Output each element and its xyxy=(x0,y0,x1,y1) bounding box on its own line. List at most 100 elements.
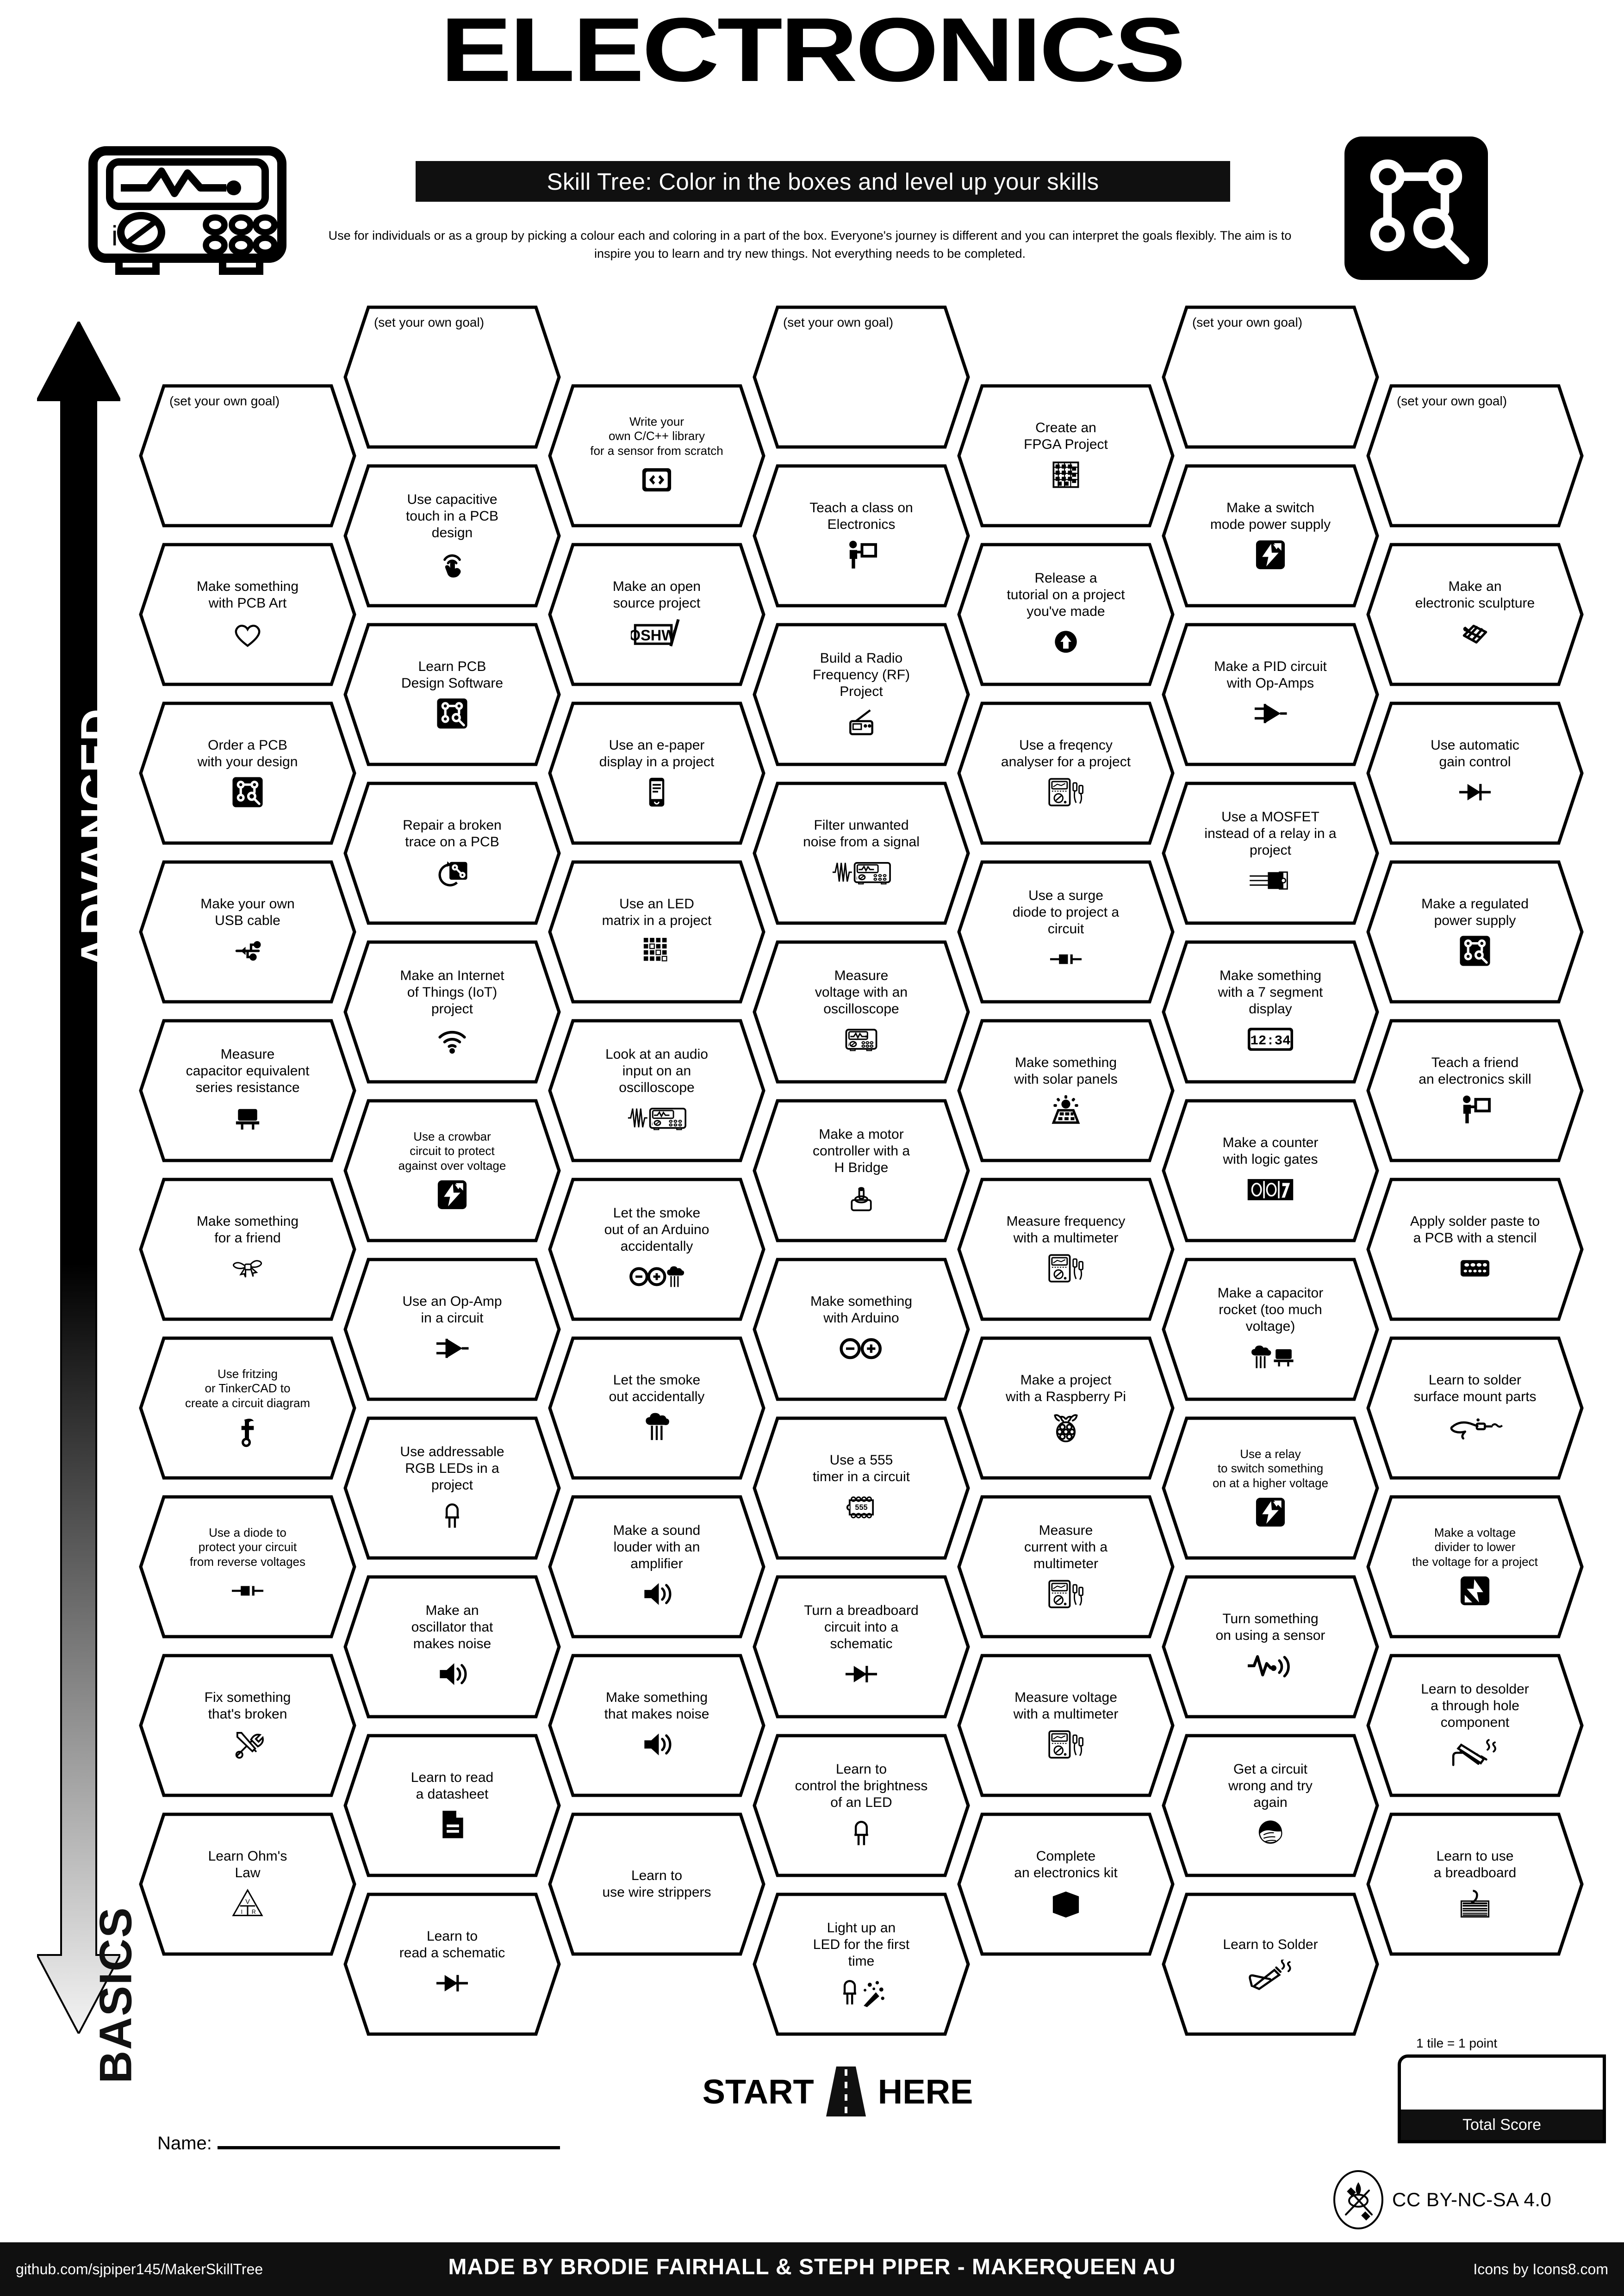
skill-tile[interactable]: Learn to use a breadboard xyxy=(1366,1812,1584,1956)
skill-tile[interactable]: Make something that makes noise xyxy=(548,1654,765,1797)
led-icon xyxy=(435,1498,469,1533)
skill-tile[interactable]: (set your own goal) xyxy=(1162,305,1379,449)
skill-tile[interactable]: Fix something that's broken xyxy=(139,1654,356,1797)
skill-tile[interactable]: Use a crowbar circuit to protect against o… xyxy=(343,1099,561,1242)
skill-tile[interactable]: Let the smoke out accidentally xyxy=(548,1336,765,1480)
skill-tile[interactable]: Write your own C/C++ library for a sensor … xyxy=(548,384,765,527)
skill-tile-label: Release a tutorial on a project you've mad… xyxy=(1007,571,1125,619)
skill-tile[interactable]: Use a surge diode to project a circuit xyxy=(957,860,1175,1004)
skill-tile[interactable]: Make something with solar panels xyxy=(957,1019,1175,1162)
skill-tile[interactable]: Make a counter with logic gates xyxy=(1162,1099,1379,1242)
skill-tile[interactable]: Make an electronic sculpture xyxy=(1366,543,1584,686)
skill-tile[interactable]: Make a sound louder with an amplifier xyxy=(548,1495,765,1638)
skill-tile[interactable]: Look at an audio input on an oscilloscope i xyxy=(548,1019,765,1162)
skill-tile[interactable]: Make a voltage divider to lower the voltag… xyxy=(1366,1495,1584,1638)
score-note: 1 tile = 1 point xyxy=(1416,2036,1498,2050)
start-label: START xyxy=(702,2072,814,2111)
total-score-box[interactable]: Total Score xyxy=(1398,2054,1606,2143)
maker-badge-icon xyxy=(1333,2170,1384,2229)
skill-tile[interactable]: Learn to solder surface mount parts xyxy=(1366,1336,1584,1480)
skill-tile-label: Let the smoke out of an Arduino accidental… xyxy=(604,1205,709,1254)
skill-tile[interactable]: Make a regulated power supply xyxy=(1366,860,1584,1004)
skill-tile[interactable]: Teach a class on Electronics xyxy=(753,464,970,608)
usb-icon xyxy=(230,934,265,968)
skill-tile[interactable]: Learn Ohm's Law V I R xyxy=(139,1812,356,1956)
skill-tile[interactable]: Light up an LED for the first time xyxy=(753,1893,970,2036)
skill-tile[interactable]: Turn a breadboard circuit into a schematic xyxy=(753,1575,970,1719)
skill-tile[interactable]: (set your own goal) xyxy=(343,305,561,449)
skill-tile[interactable]: Build a Radio Frequency (RF) Project xyxy=(753,623,970,766)
skill-tile[interactable]: Measure frequency with a multimeter xyxy=(957,1178,1175,1321)
skill-tile[interactable]: Use a freqency analyser for a project xyxy=(957,701,1175,845)
skill-tile[interactable]: Use a diode to protect your circuit from r… xyxy=(139,1495,356,1638)
skill-tile[interactable]: Make something for a friend xyxy=(139,1178,356,1321)
skill-tile[interactable]: Filter unwanted noise from a signal i xyxy=(753,782,970,925)
skill-tile[interactable]: Make an open source project OSHW xyxy=(548,543,765,686)
skill-tile[interactable]: Make something with a 7 segment display 12:… xyxy=(1162,940,1379,1084)
skill-tile[interactable]: Learn to Solder xyxy=(1162,1893,1379,2036)
skill-tile[interactable]: Use automatic gain control xyxy=(1366,701,1584,845)
skill-tile[interactable]: Make a switch mode power supply xyxy=(1162,464,1379,608)
repair-trace-icon xyxy=(435,855,469,889)
skill-tile[interactable]: Make your own USB cable xyxy=(139,860,356,1004)
skill-tile[interactable]: Teach a friend an electronics skill xyxy=(1366,1019,1584,1162)
skill-tile[interactable]: Use a MOSFET instead of a relay in a proje… xyxy=(1162,782,1379,925)
skill-tile[interactable]: Use an e-paper display in a project xyxy=(548,701,765,845)
skill-tile[interactable]: Make something with PCB Art xyxy=(139,543,356,686)
skill-tile[interactable]: Apply solder paste to a PCB with a stenci… xyxy=(1366,1178,1584,1321)
breadboard-icon xyxy=(1458,1886,1492,1920)
name-input-line[interactable] xyxy=(217,2146,560,2149)
skill-tile[interactable]: Turn something on using a sensor xyxy=(1162,1575,1379,1719)
skill-tile[interactable]: Release a tutorial on a project you've mad… xyxy=(957,543,1175,686)
skill-tile[interactable]: Use an LED matrix in a project xyxy=(548,860,765,1004)
skill-tile[interactable]: Make an Internet of Things (IoT) project xyxy=(343,940,561,1084)
skill-tile[interactable]: Learn PCB Design Software xyxy=(343,623,561,766)
skill-tile[interactable]: Learn to desolder a through hole component xyxy=(1366,1654,1584,1797)
skill-tile[interactable]: Create an FPGA Project xyxy=(957,384,1175,527)
skill-tile[interactable]: Use fritzing or TinkerCAD to create a circ… xyxy=(139,1336,356,1480)
name-field-row[interactable]: Name: xyxy=(157,2133,560,2154)
skill-tile-label: (set your own goal) xyxy=(1396,394,1507,408)
ic555-icon: 555 xyxy=(844,1490,878,1524)
skill-tile[interactable]: Measure capacitor equivalent series resist… xyxy=(139,1019,356,1162)
skill-tile-label: Make a sound louder with an amplifier xyxy=(613,1523,701,1571)
skill-tile[interactable]: Make something with Arduino xyxy=(753,1258,970,1401)
skill-tile[interactable]: (set your own goal) xyxy=(753,305,970,449)
skill-tile[interactable]: Use an Op-Amp in a circuit xyxy=(343,1258,561,1401)
skill-tile[interactable]: Learn to use wire strippers xyxy=(548,1812,765,1956)
skill-tile[interactable]: Learn to control the brightness of an LED xyxy=(753,1734,970,1877)
skill-tile[interactable]: Complete an electronics kit xyxy=(957,1812,1175,1956)
skill-tile[interactable]: Make a project with a Raspberry Pi xyxy=(957,1336,1175,1480)
skill-tile-label: Make an electronic sculpture xyxy=(1415,579,1535,611)
skill-tile[interactable]: Use a 555 timer in a circuit 555 xyxy=(753,1416,970,1560)
skill-tile[interactable]: (set your own goal) xyxy=(1366,384,1584,527)
skill-tile[interactable]: Make a PID circuit with Op-Amps xyxy=(1162,623,1379,766)
skill-tile[interactable]: Learn to read a schematic xyxy=(343,1893,561,2036)
skill-tile-label: Make an oscillator that makes noise xyxy=(411,1603,493,1651)
skill-tile[interactable]: Measure current with a multimeter xyxy=(957,1495,1175,1638)
oscilloscope-logo-icon: i xyxy=(86,143,289,285)
skill-tile[interactable]: Make an oscillator that makes noise xyxy=(343,1575,561,1719)
skill-tile[interactable]: (set your own goal) xyxy=(139,384,356,527)
skill-tile[interactable]: Get a circuit wrong and try again xyxy=(1162,1734,1379,1877)
skill-tile[interactable]: Use a relay to switch something on at a hi… xyxy=(1162,1416,1379,1560)
skill-tile-label: Make your own USB cable xyxy=(200,896,295,928)
skill-tile-label: Use addressable RGB LEDs in a project xyxy=(400,1444,504,1493)
skill-tile[interactable]: Make a capacitor rocket (too much voltage) xyxy=(1162,1258,1379,1401)
skill-tile[interactable]: Use capacitive touch in a PCB design xyxy=(343,464,561,608)
skill-tile[interactable]: Order a PCB with your design xyxy=(139,701,356,845)
skill-tile-label: Measure current with a multimeter xyxy=(1024,1523,1108,1571)
skill-tile[interactable]: Repair a broken trace on a PCB xyxy=(343,782,561,925)
skill-tile[interactable]: Measure voltage with a multimeter xyxy=(957,1654,1175,1797)
skill-tile[interactable]: Learn to read a datasheet xyxy=(343,1734,561,1877)
pcb-icon xyxy=(1458,934,1492,968)
footer-github-link[interactable]: github.com/sjpiper145/MakerSkillTree xyxy=(16,2261,263,2277)
skill-tile-label: Use an e-paper display in a project xyxy=(599,738,715,769)
svg-text:I: I xyxy=(241,1909,243,1915)
skill-tile[interactable]: Use addressable RGB LEDs in a project xyxy=(343,1416,561,1560)
skill-tile[interactable]: Measure voltage with an oscilloscope i xyxy=(753,940,970,1084)
desolder-icon xyxy=(1448,1736,1502,1770)
skill-tile[interactable]: Let the smoke out of an Arduino accidental… xyxy=(548,1178,765,1321)
skill-tile-label: Make a capacitor rocket (too much voltage) xyxy=(1217,1285,1324,1334)
